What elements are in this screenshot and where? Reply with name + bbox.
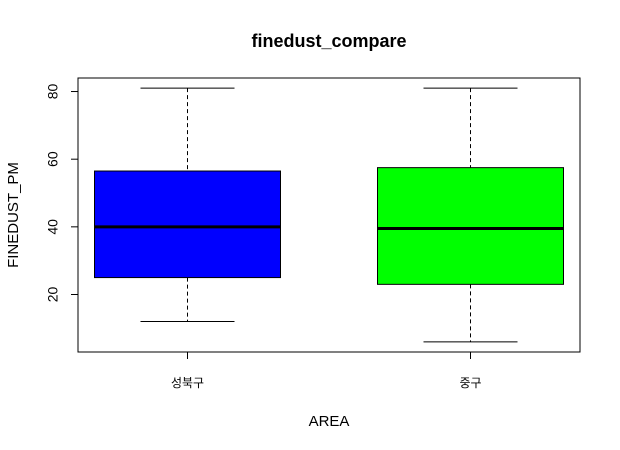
boxes-group — [94, 87, 564, 343]
iqr-box — [94, 170, 281, 279]
y-tick-label: 60 — [45, 151, 61, 167]
x-tick-label: 성북구 — [171, 376, 204, 390]
iqr-box — [377, 167, 564, 285]
x-axis: 성북구 중구 — [171, 351, 482, 390]
box-2 — [377, 87, 564, 343]
box-1 — [94, 87, 281, 323]
x-tick-label: 중구 — [459, 376, 481, 390]
y-axis-label: FINEDUST_PM — [5, 162, 22, 268]
chart-title: finedust_compare — [251, 31, 406, 51]
y-tick-label: 80 — [45, 84, 61, 100]
y-tick-label: 40 — [45, 219, 61, 235]
x-axis-label: AREA — [309, 413, 350, 430]
y-axis: 20 40 60 80 — [45, 84, 79, 302]
y-tick-label: 20 — [45, 286, 61, 302]
